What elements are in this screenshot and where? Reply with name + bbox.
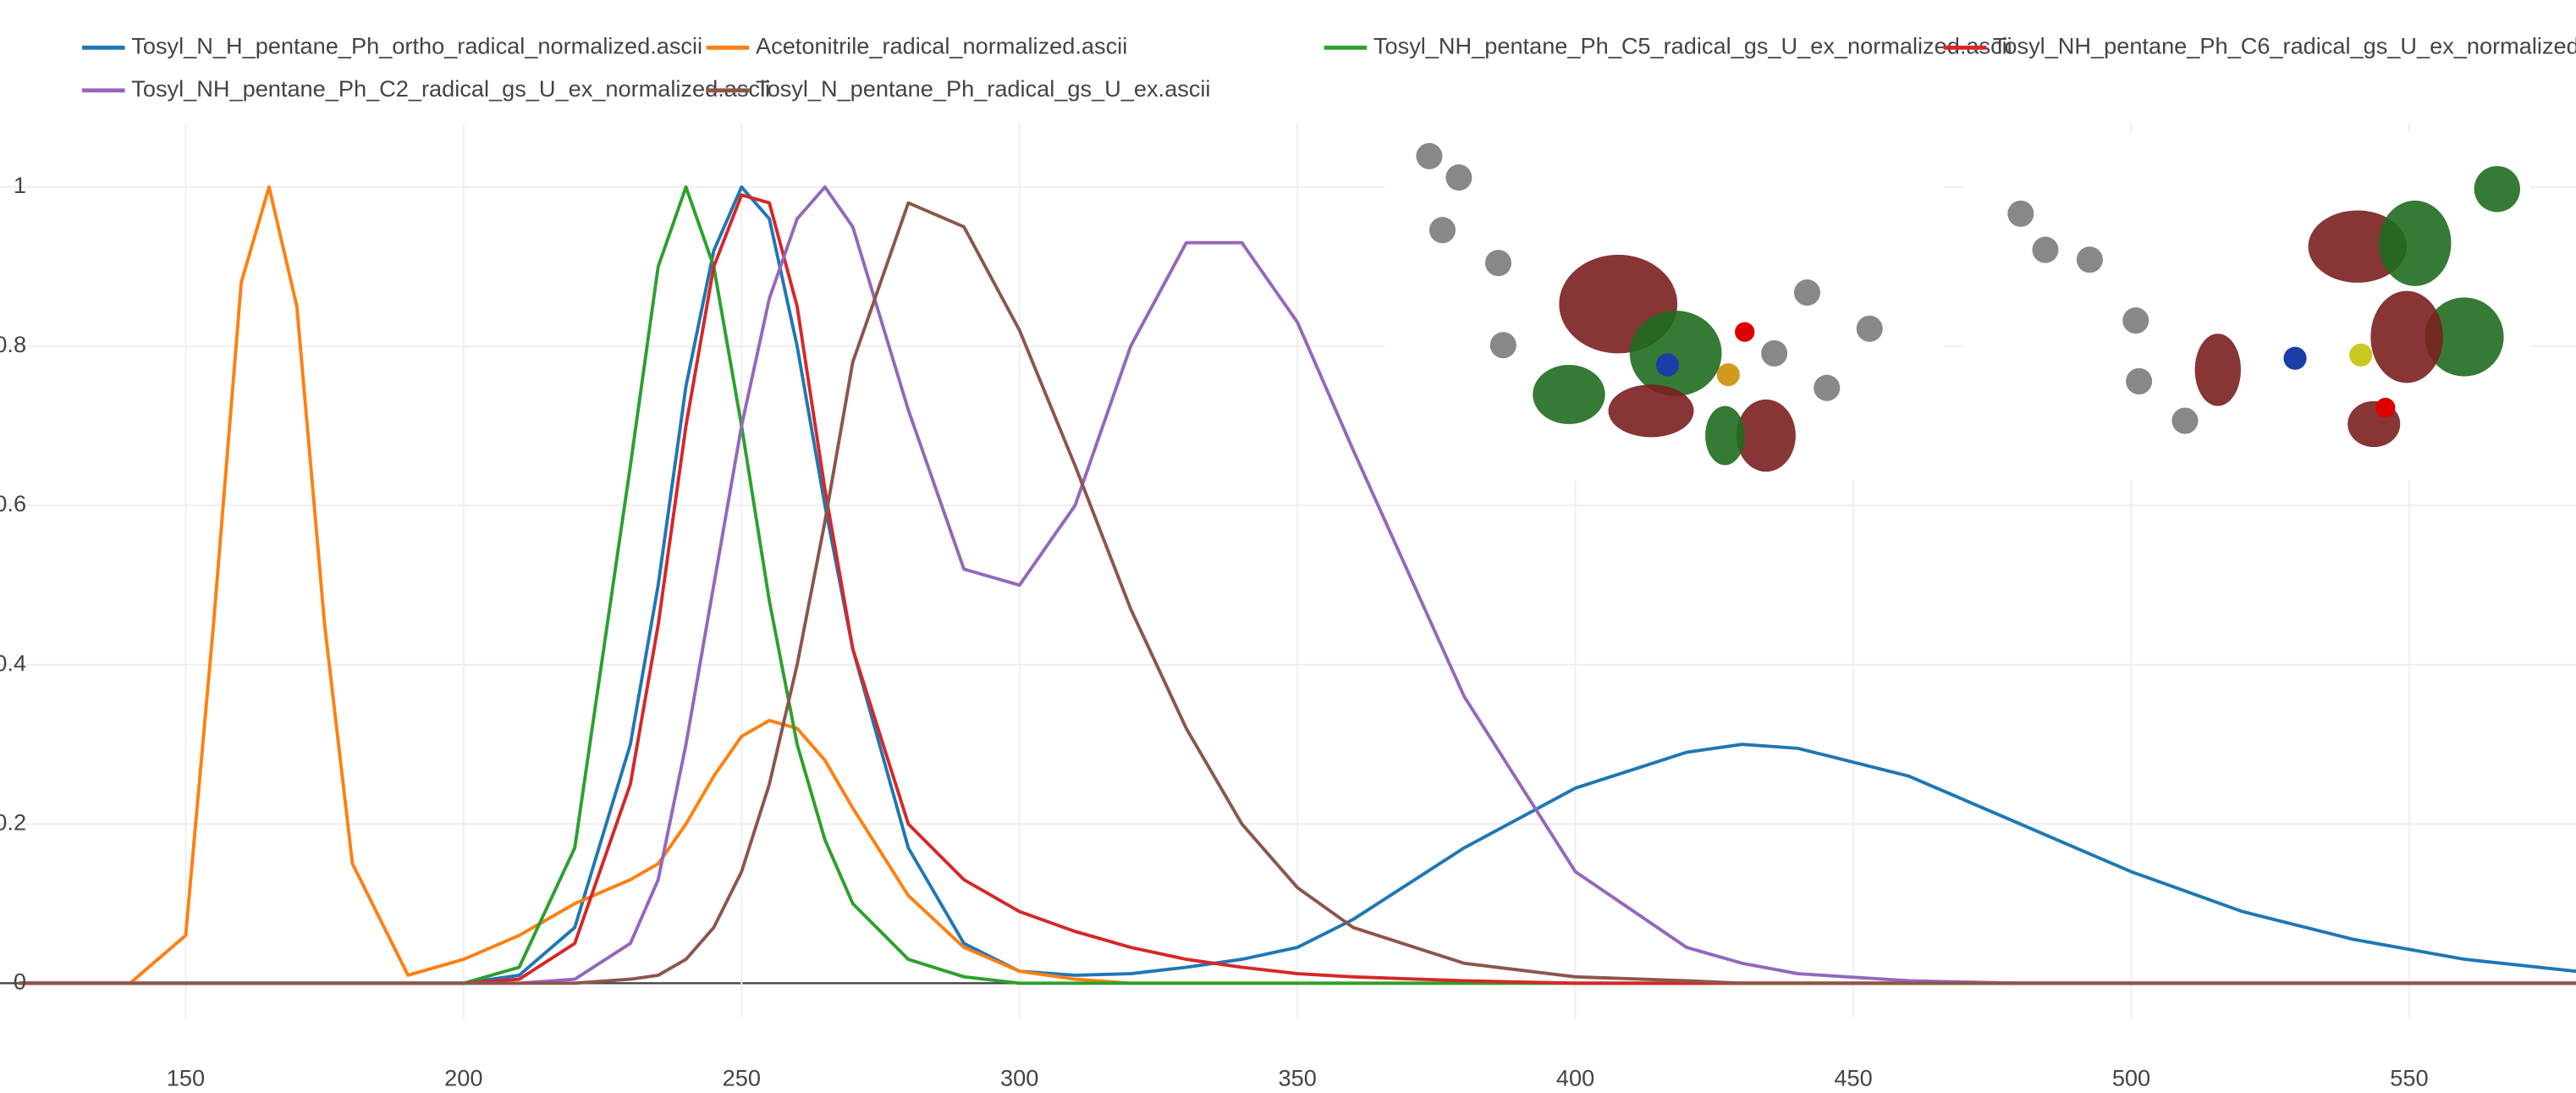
x-tick-label: 550 <box>2390 1065 2428 1091</box>
orbital <box>2474 166 2520 212</box>
atom <box>1656 353 1679 376</box>
atom <box>2122 307 2149 334</box>
y-tick-label: 0.4 <box>0 649 26 676</box>
orbital <box>1533 365 1604 424</box>
y-tick-label: 1 <box>14 172 26 198</box>
legend-label: Tosyl_NH_pentane_Ph_C6_radical_gs_U_ex_n… <box>1993 32 2576 58</box>
x-tick-label: 200 <box>444 1065 482 1091</box>
orbital <box>1705 406 1745 466</box>
atom <box>2032 237 2058 263</box>
orbital <box>2195 334 2241 406</box>
atom <box>1717 363 1740 386</box>
x-tick-label: 150 <box>167 1065 205 1091</box>
atom <box>2349 344 2372 367</box>
atom <box>1735 323 1754 342</box>
atom <box>2283 347 2306 370</box>
x-tick-label: 300 <box>1000 1065 1038 1091</box>
atom <box>1485 250 1511 276</box>
legend-label: Tosyl_N_H_pentane_Ph_ortho_radical_norma… <box>131 32 702 58</box>
atom <box>2171 407 2198 433</box>
y-tick-label: 0 <box>14 968 26 994</box>
molecule-inset-right <box>1963 131 2530 480</box>
page: {"chart_data": { "type": "line", "x": [1… <box>0 0 2576 1093</box>
atom <box>2375 398 2395 417</box>
atom <box>1490 332 1516 358</box>
x-tick-label: 500 <box>2112 1065 2150 1091</box>
x-tick-label: 450 <box>1834 1065 1872 1091</box>
atom <box>2077 246 2103 273</box>
legend-label: Acetonitrile_radical_normalized.ascii <box>756 32 1127 58</box>
orbital <box>1609 384 1694 437</box>
x-tick-label: 250 <box>723 1065 761 1091</box>
y-tick-label: 0.8 <box>0 331 26 357</box>
orbital <box>2370 291 2442 384</box>
orbital <box>1737 400 1796 472</box>
atom <box>1857 316 1883 342</box>
x-tick-label: 400 <box>1556 1065 1594 1091</box>
atom <box>1416 143 1442 169</box>
atom <box>1794 279 1820 306</box>
x-tick-label: 350 <box>1279 1065 1317 1091</box>
molecule-inset-left <box>1385 119 1944 480</box>
atom <box>2126 368 2152 395</box>
orbital <box>2379 201 2451 286</box>
y-tick-label: 0.2 <box>0 809 26 835</box>
atom <box>1445 164 1472 190</box>
atom <box>2007 201 2034 227</box>
atom <box>1814 375 1840 401</box>
legend-label: Tosyl_NH_pentane_Ph_C2_radical_gs_U_ex_n… <box>131 75 770 102</box>
chart: 0 0.2 0.4 0.6 0.8 1 150 200 250 300 350 400 450 500 55… <box>0 0 2576 1093</box>
orbital <box>1630 311 1722 396</box>
legend-label: Tosyl_N_pentane_Ph_radical_gs_U_ex.ascii <box>756 75 1210 102</box>
atom <box>1429 217 1456 243</box>
legend-label: Tosyl_NH_pentane_Ph_C5_radical_gs_U_ex_n… <box>1373 32 2012 58</box>
atom <box>1761 340 1787 367</box>
y-tick-label: 0.6 <box>0 490 26 516</box>
